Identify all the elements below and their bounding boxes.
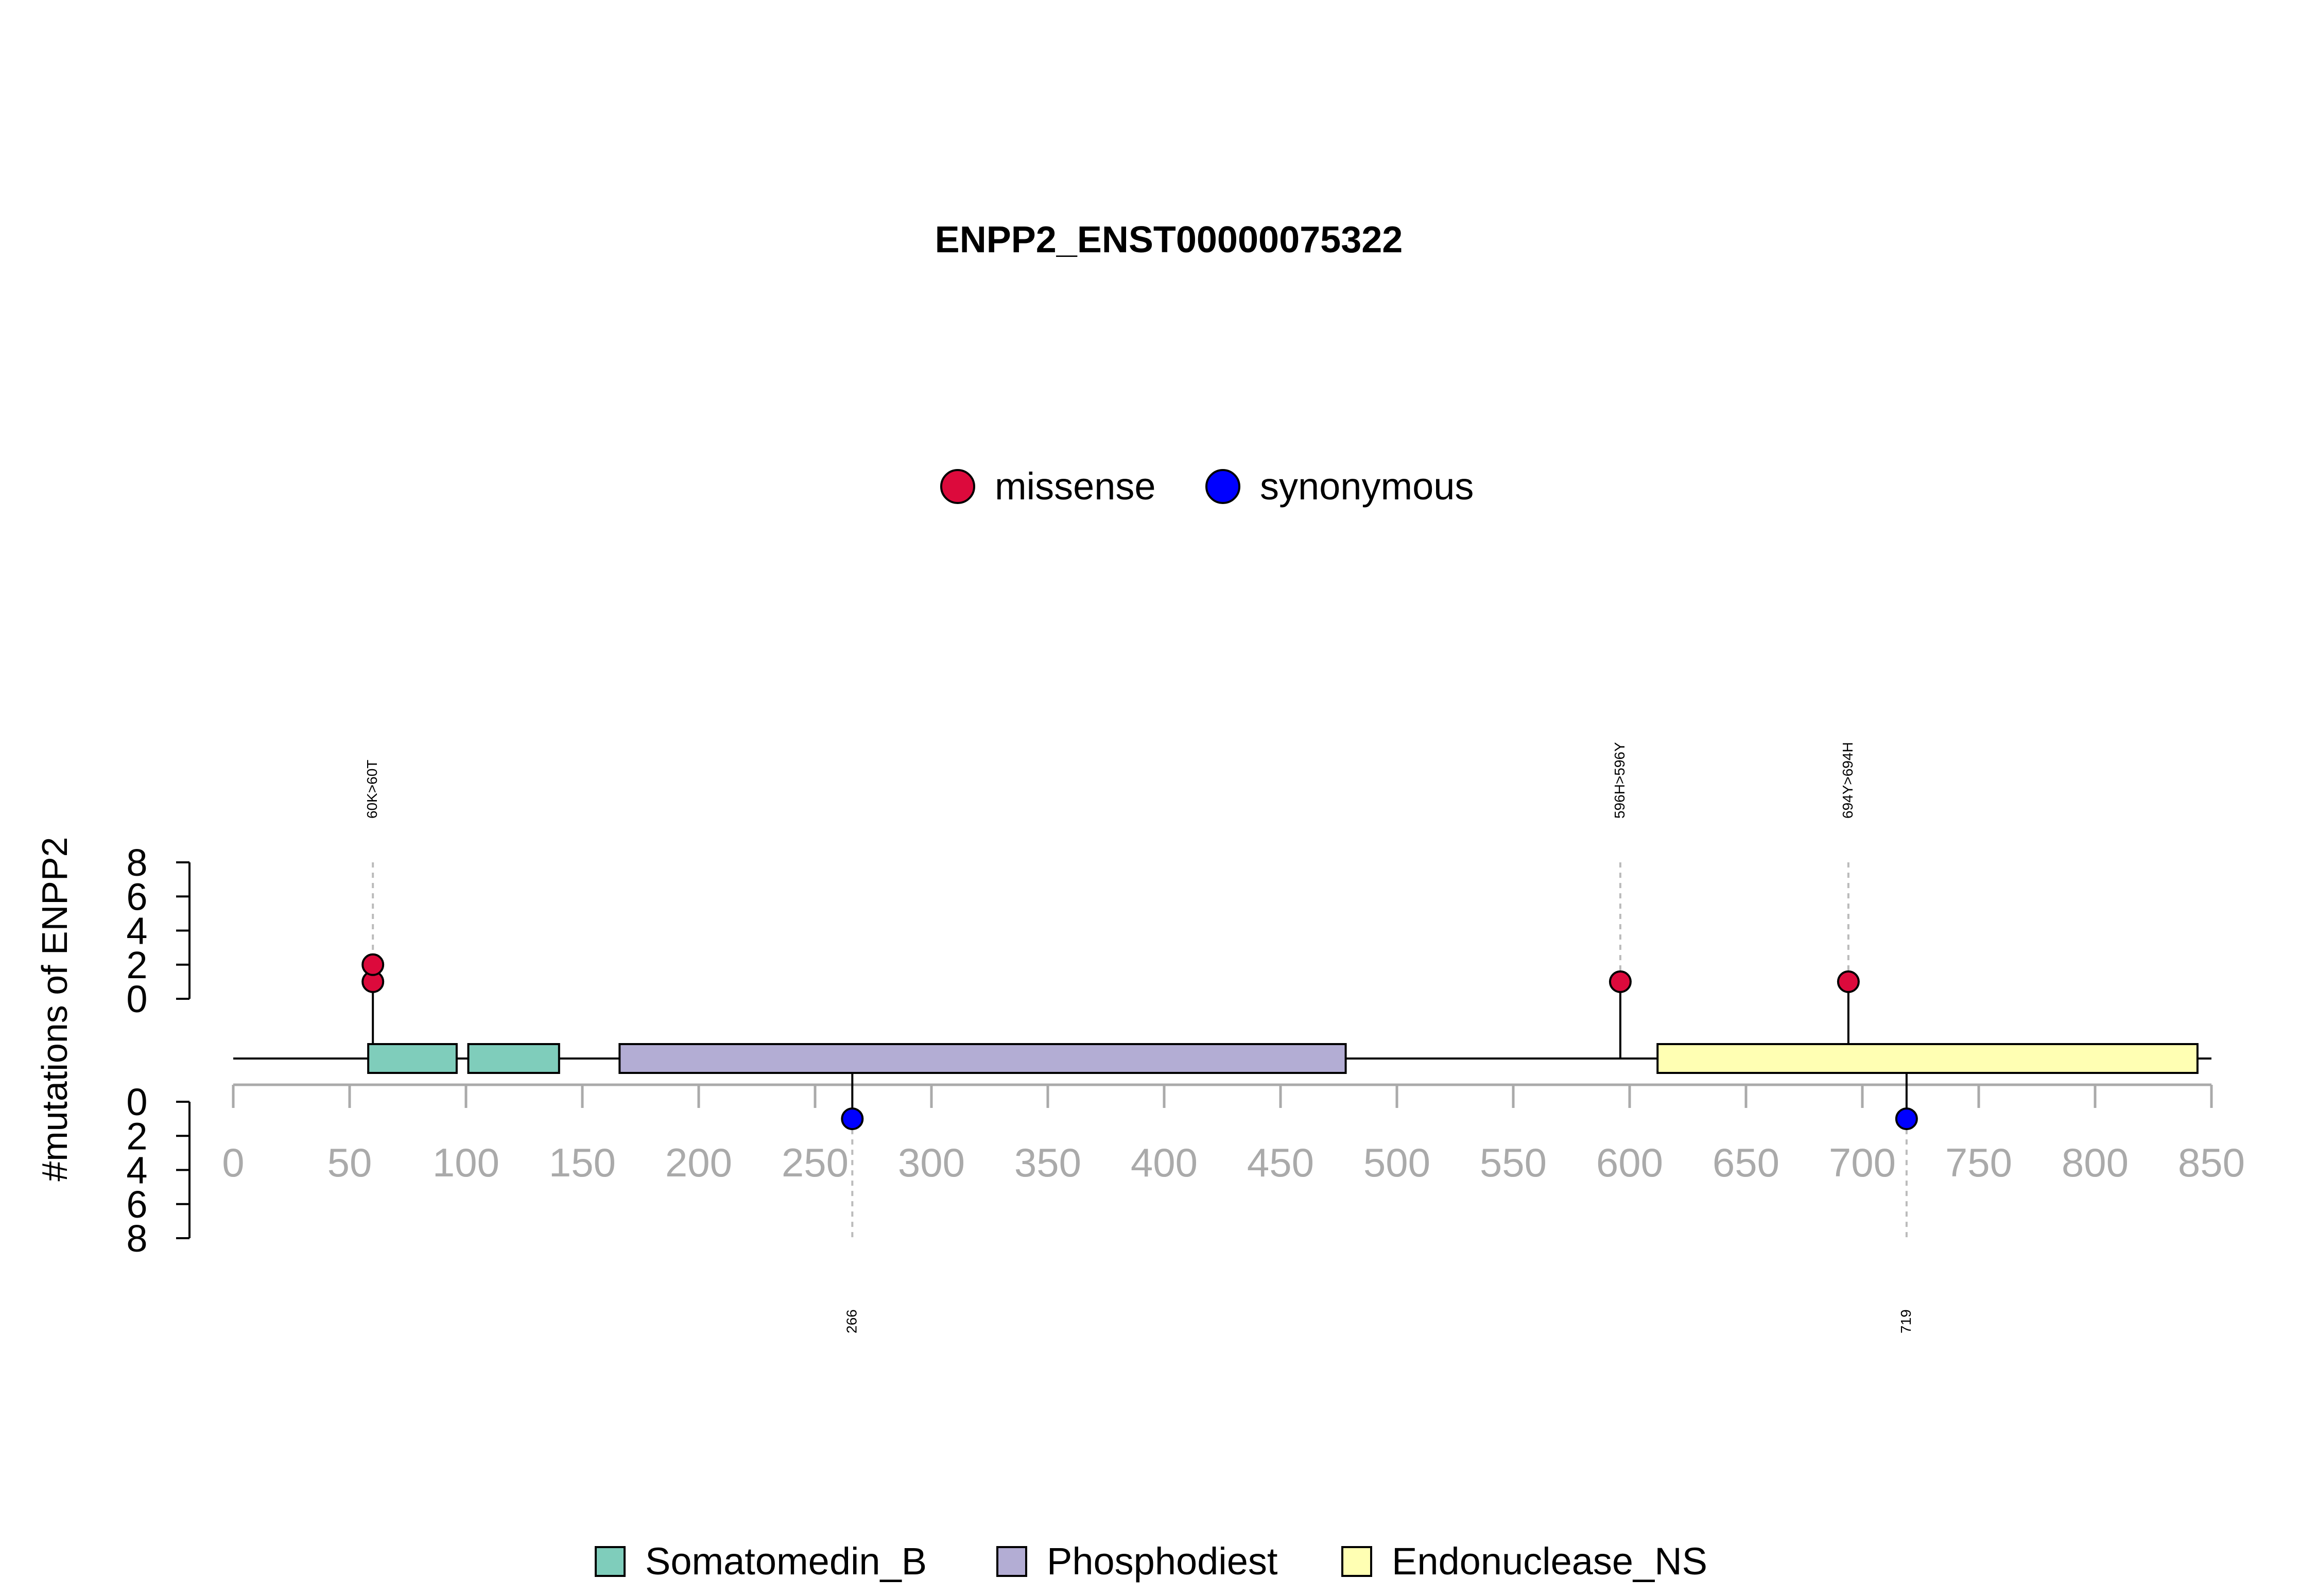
x-tick-label: 0: [222, 1140, 244, 1185]
mutation-legend: missense synonymous: [940, 465, 1474, 508]
domain-Phosphodiest: [618, 1043, 1347, 1074]
x-tick-label: 400: [1131, 1140, 1198, 1185]
mutation-point: [1837, 970, 1860, 993]
y-tick-label-top: 6: [126, 875, 147, 918]
chart-title: ENPP2_ENST00000075322: [935, 219, 1403, 261]
legend-marker-missense: [940, 469, 975, 504]
protein-domains: [367, 1043, 2199, 1074]
x-tick-label: 500: [1363, 1140, 1430, 1185]
y-tick-label-top: 2: [126, 944, 147, 986]
mutation-point: [1895, 1107, 1918, 1131]
legend-swatch-Phosphodiest: [996, 1546, 1027, 1577]
legend-swatch-Endonuclease_NS: [1341, 1546, 1372, 1577]
mutation-point: [1609, 970, 1632, 993]
x-tick-label: 700: [1829, 1140, 1896, 1185]
mutation-points: [361, 953, 1918, 1131]
x-tick-label: 50: [327, 1140, 372, 1185]
x-tick-label: 200: [665, 1140, 732, 1185]
legend-label-Endonuclease_NS: Endonuclease_NS: [1392, 1540, 1707, 1583]
x-tick-label: 800: [2062, 1140, 2129, 1185]
domain-Somatomedin_B: [467, 1043, 560, 1074]
domain-legend: Somatomedin_B Phosphodiest Endonuclease_NS: [595, 1540, 1707, 1583]
y-tick-label-bottom: 2: [126, 1115, 147, 1157]
mutation-point: [841, 1107, 864, 1131]
x-axis: 0 50 100 150 200 250 300 350 400 450 500 550 600 650 7…: [222, 1083, 2245, 1185]
x-tick-label: 350: [1014, 1140, 1081, 1185]
mutation-label: 60K>60T: [364, 760, 380, 819]
mutation-label: 266: [843, 1309, 859, 1333]
mutation-label: 694Y>694H: [1840, 742, 1856, 819]
lollipop-stems: 60K>60T 596H>596Y 694Y>694H 266 719: [364, 742, 1914, 1333]
x-tick-label: 250: [782, 1140, 849, 1185]
mutation-label: 596H>596Y: [1612, 742, 1628, 819]
y-tick-label-top: 8: [126, 841, 147, 884]
legend-label-Phosphodiest: Phosphodiest: [1047, 1540, 1278, 1583]
mutation-label: 719: [1898, 1309, 1914, 1333]
legend-label-Somatomedin_B: Somatomedin_B: [645, 1540, 927, 1583]
legend-marker-synonymous: [1205, 469, 1240, 504]
mutation-point: [361, 953, 385, 976]
y-tick-label-bottom: 8: [126, 1217, 147, 1260]
y-tick-label-bottom: 6: [126, 1183, 147, 1226]
domain-Endonuclease_NS: [1656, 1043, 2199, 1074]
x-tick-label: 300: [898, 1140, 965, 1185]
y-tick-label-bottom: 4: [126, 1149, 147, 1192]
y-tick-label-top: 4: [126, 910, 147, 952]
x-tick-label: 850: [2178, 1140, 2245, 1185]
domain-Somatomedin_B: [367, 1043, 458, 1074]
x-tick-label: 650: [1713, 1140, 1779, 1185]
y-axis-label: #mutations of ENPP2: [34, 837, 75, 1181]
x-tick-label: 450: [1247, 1140, 1314, 1185]
y-tick-label-bottom: 0: [126, 1081, 147, 1123]
legend-label-synonymous: synonymous: [1260, 465, 1474, 508]
x-tick-label: 750: [1945, 1140, 2012, 1185]
legend-label-missense: missense: [995, 465, 1156, 508]
x-tick-label: 550: [1480, 1140, 1547, 1185]
legend-swatch-Somatomedin_B: [595, 1546, 626, 1577]
x-tick-label: 150: [549, 1140, 616, 1185]
y-tick-label-top: 0: [126, 978, 147, 1020]
x-tick-label: 600: [1596, 1140, 1663, 1185]
x-tick-label: 100: [433, 1140, 499, 1185]
